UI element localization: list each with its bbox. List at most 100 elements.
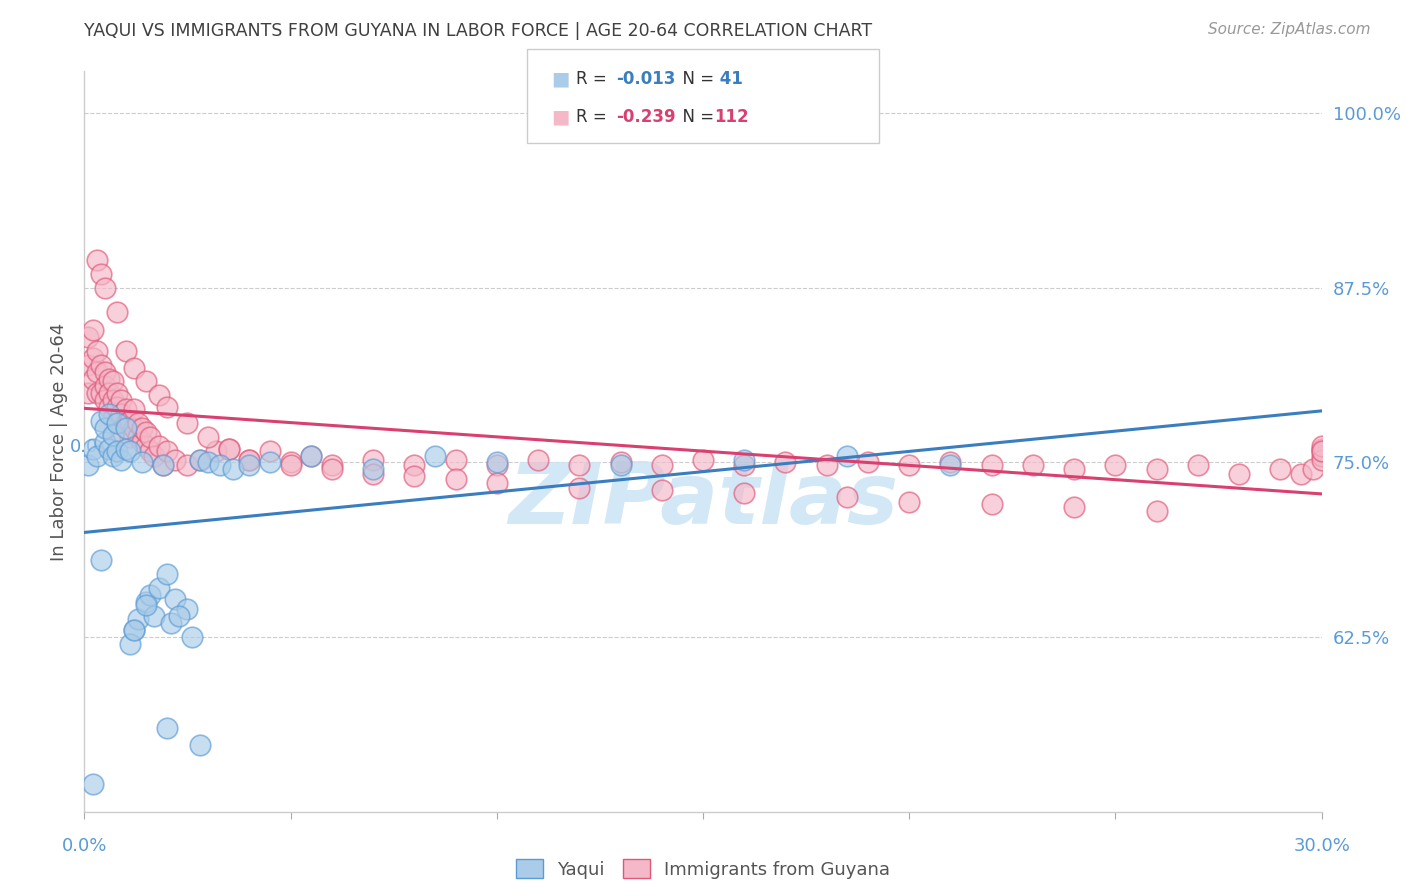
Point <box>280 455 302 469</box>
Point <box>1310 444 1333 458</box>
Point <box>114 417 136 431</box>
Point <box>103 375 125 389</box>
Point <box>98 407 121 421</box>
Text: 30.0%: 30.0% <box>1294 837 1350 855</box>
Point <box>898 458 921 473</box>
Point <box>485 458 508 473</box>
Point <box>259 455 281 469</box>
Point <box>527 452 550 467</box>
Point <box>98 372 121 386</box>
Point <box>135 598 157 612</box>
Point <box>404 458 426 473</box>
Point <box>105 417 128 431</box>
Point <box>1310 439 1333 453</box>
Point <box>94 281 117 295</box>
Text: N =: N = <box>672 108 720 126</box>
Point <box>86 252 108 267</box>
Text: 112: 112 <box>714 108 749 126</box>
Point <box>90 385 112 400</box>
Point <box>131 434 153 449</box>
Point <box>209 458 232 473</box>
Text: ■: ■ <box>551 70 569 88</box>
Point <box>143 449 166 463</box>
Point <box>1227 467 1250 481</box>
Point <box>485 455 508 469</box>
Point <box>114 343 136 358</box>
Point <box>1310 442 1333 456</box>
Point <box>139 430 162 444</box>
Point <box>609 458 631 473</box>
Point <box>218 442 240 456</box>
Point <box>114 442 136 456</box>
Point <box>1310 449 1333 463</box>
Point <box>105 417 128 431</box>
Point <box>238 452 260 467</box>
Point <box>77 358 100 372</box>
Point <box>361 452 384 467</box>
Point <box>238 458 260 473</box>
Point <box>131 455 153 469</box>
Point <box>837 491 859 505</box>
Point <box>1310 452 1333 467</box>
Point <box>98 400 121 414</box>
Point <box>110 392 132 407</box>
Point <box>143 609 166 624</box>
Point <box>77 330 100 344</box>
Point <box>361 462 384 476</box>
Point <box>90 553 112 567</box>
Point <box>165 592 187 607</box>
Text: R =: R = <box>576 108 613 126</box>
Point <box>118 637 141 651</box>
Point <box>485 476 508 491</box>
Point <box>1146 462 1168 476</box>
Point <box>815 458 838 473</box>
Point <box>105 400 128 414</box>
Text: Source: ZipAtlas.com: Source: ZipAtlas.com <box>1208 22 1371 37</box>
Point <box>127 430 149 444</box>
Point <box>980 497 1002 511</box>
Point <box>127 417 149 431</box>
Point <box>404 469 426 483</box>
Point <box>86 449 108 463</box>
Point <box>1302 462 1324 476</box>
Point <box>1063 500 1085 515</box>
Point <box>86 365 108 379</box>
Point <box>152 458 174 473</box>
Point <box>94 434 117 449</box>
Point <box>980 458 1002 473</box>
Point <box>939 455 962 469</box>
Point <box>321 462 343 476</box>
Point <box>837 449 859 463</box>
Point <box>103 449 125 463</box>
Point <box>1146 504 1168 518</box>
Point <box>94 392 117 407</box>
Text: 0.0%: 0.0% <box>62 837 107 855</box>
Point <box>733 458 755 473</box>
Point <box>77 458 100 473</box>
Point <box>94 420 117 434</box>
Point <box>775 455 797 469</box>
Point <box>131 420 153 434</box>
Text: -0.013: -0.013 <box>616 70 675 88</box>
Point <box>651 483 673 498</box>
Point <box>90 267 112 281</box>
Point <box>568 481 591 495</box>
Point <box>122 623 145 637</box>
Point <box>103 427 125 442</box>
Point <box>1270 462 1292 476</box>
Point <box>90 358 112 372</box>
Point <box>82 351 104 365</box>
Text: ZIPatlas: ZIPatlas <box>508 459 898 542</box>
Point <box>259 444 281 458</box>
Point <box>188 738 211 752</box>
Point <box>114 402 136 417</box>
Point <box>197 455 219 469</box>
Point <box>299 449 322 463</box>
Y-axis label: In Labor Force | Age 20-64: In Labor Force | Age 20-64 <box>49 322 67 561</box>
Point <box>82 372 104 386</box>
Point <box>176 602 198 616</box>
Point <box>86 385 108 400</box>
Point <box>176 417 198 431</box>
Point <box>856 455 879 469</box>
Point <box>122 420 145 434</box>
